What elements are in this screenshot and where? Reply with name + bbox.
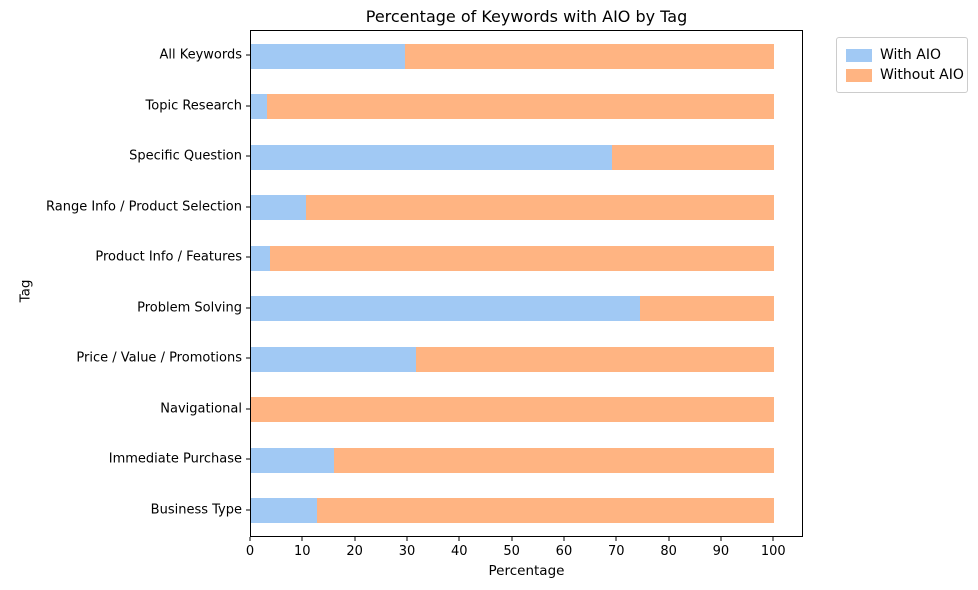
y-tick-label: Topic Research [145, 98, 242, 114]
x-tick-label: 20 [346, 544, 363, 559]
y-tick-label: Price / Value / Promotions [76, 350, 242, 366]
y-tick-mark [246, 357, 250, 359]
y-tick-label: Problem Solving [137, 300, 242, 316]
y-tick-mark [246, 458, 250, 460]
bar-segment-with-aio [251, 43, 406, 69]
bar-segment-without-aio [266, 94, 775, 120]
x-tick-labels: 0 10 20 30 40 50 60 70 80 90 100 [246, 537, 803, 567]
x-tick-label: 90 [712, 544, 730, 559]
bar-row [251, 296, 775, 322]
x-tick-mark [406, 537, 408, 541]
x-tick-label: 70 [608, 544, 625, 559]
y-tick-mark [246, 307, 250, 309]
x-tick-label: 100 [760, 544, 786, 559]
x-tick-mark [615, 537, 617, 541]
x-tick-label: 50 [503, 544, 520, 559]
x-tick-label: 0 [245, 544, 255, 559]
bar-segment-with-aio [251, 144, 613, 170]
bar-row [251, 195, 775, 221]
x-tick-label: 40 [451, 544, 468, 559]
y-tick-mark [246, 105, 250, 107]
x-tick-label: 60 [555, 544, 573, 559]
bar-segment-without-aio [251, 397, 775, 423]
bar-segment-without-aio [334, 447, 775, 473]
chart-title: Percentage of Keywords with AIO by Tag [365, 7, 688, 26]
legend-label-with-aio: With AIO [880, 47, 941, 63]
bar-row [251, 94, 775, 120]
bar-segment-without-aio [416, 346, 775, 372]
bar-row [251, 498, 775, 524]
x-tick-mark [563, 537, 565, 541]
x-tick-mark [720, 537, 722, 541]
x-tick-label: 80 [660, 544, 677, 559]
x-tick-mark [668, 537, 670, 541]
legend-entry-without-aio: Without AIO [846, 65, 964, 85]
y-tick-mark [246, 256, 250, 258]
y-tick-label: Specific Question [129, 148, 242, 164]
bar-segment-with-aio [251, 447, 335, 473]
y-tick-label: Business Type [150, 502, 242, 518]
x-tick-mark [511, 537, 513, 541]
y-tick-mark [246, 155, 250, 157]
x-tick-mark [301, 537, 303, 541]
x-tick-mark [458, 537, 460, 541]
bar-row [251, 397, 775, 423]
bar-segment-with-aio [251, 296, 640, 322]
legend-swatch-without-aio [846, 68, 872, 82]
bar-row [251, 245, 775, 271]
bar-row [251, 346, 775, 372]
legend-entry-with-aio: With AIO [846, 45, 957, 65]
x-axis-label: Percentage [488, 563, 565, 579]
legend-label-without-aio: Without AIO [880, 67, 964, 83]
y-tick-mark [246, 509, 250, 511]
bar-segment-with-aio [251, 346, 417, 372]
bar-row [251, 447, 775, 473]
y-tick-mark [246, 54, 250, 56]
y-tick-label: Navigational [160, 401, 242, 417]
bar-segment-with-aio [251, 498, 317, 524]
y-tick-mark [246, 206, 250, 208]
bar-segment-with-aio [251, 245, 270, 271]
bar-segment-without-aio [405, 43, 775, 69]
y-tick-label: Immediate Purchase [108, 451, 242, 467]
bar-segment-without-aio [316, 498, 775, 524]
bar-segment-without-aio [612, 144, 775, 170]
y-tick-label: Product Info / Features [95, 249, 242, 265]
plot-area [250, 30, 803, 537]
y-tick-label: Range Info / Product Selection [46, 199, 242, 215]
bar-segment-without-aio [639, 296, 775, 322]
bar-segment-without-aio [269, 245, 775, 271]
y-tick-labels: All Keywords Topic Research Specific Quest… [0, 30, 242, 537]
bar-row [251, 43, 775, 69]
legend: With AIO Without AIO [836, 37, 968, 93]
x-tick-label: 30 [398, 544, 416, 559]
bar-row [251, 144, 775, 170]
y-tick-label: All Keywords [159, 47, 242, 63]
legend-swatch-with-aio [846, 48, 872, 62]
bar-segment-without-aio [305, 195, 775, 221]
x-tick-mark [249, 537, 251, 541]
bar-segment-with-aio [251, 94, 267, 120]
y-tick-mark [246, 408, 250, 410]
bar-segment-with-aio [251, 195, 306, 221]
x-tick-mark [354, 537, 356, 541]
x-tick-mark [772, 537, 774, 541]
x-tick-label: 10 [294, 544, 311, 559]
